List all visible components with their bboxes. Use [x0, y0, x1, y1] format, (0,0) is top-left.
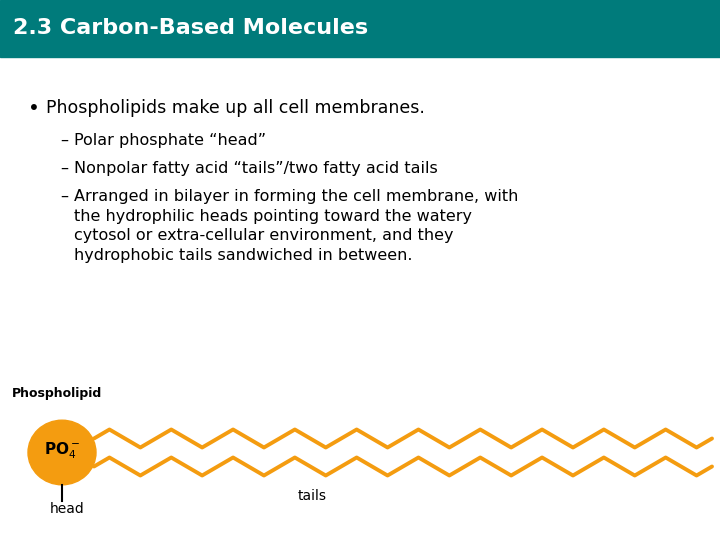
- Text: Phospholipids make up all cell membranes.: Phospholipids make up all cell membranes…: [46, 99, 425, 117]
- Text: tails: tails: [298, 489, 327, 503]
- Text: Polar phosphate “head”: Polar phosphate “head”: [74, 133, 266, 148]
- Text: •: •: [28, 99, 40, 118]
- Text: Arranged in bilayer in forming the cell membrane, with
the hydrophilic heads poi: Arranged in bilayer in forming the cell …: [74, 188, 518, 263]
- Text: –: –: [60, 133, 68, 148]
- Text: –: –: [60, 188, 68, 204]
- Ellipse shape: [28, 420, 96, 485]
- Text: –: –: [60, 161, 68, 176]
- Text: 2.3 Carbon-Based Molecules: 2.3 Carbon-Based Molecules: [13, 18, 368, 38]
- Text: Nonpolar fatty acid “tails”/two fatty acid tails: Nonpolar fatty acid “tails”/two fatty ac…: [74, 161, 438, 176]
- Text: head: head: [50, 502, 85, 516]
- Text: PO$_4^-$: PO$_4^-$: [44, 440, 80, 461]
- Text: Phospholipid: Phospholipid: [12, 387, 102, 400]
